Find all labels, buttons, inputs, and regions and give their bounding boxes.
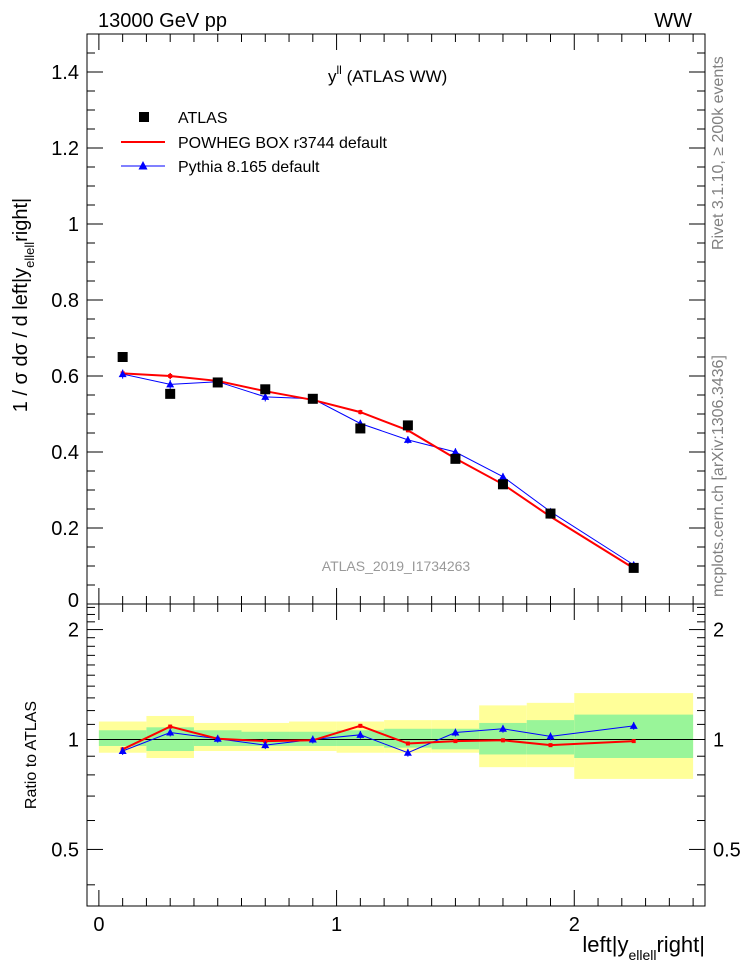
ratio-pythia-point <box>403 748 412 756</box>
main-y-tick-label: 1 <box>68 214 79 236</box>
ratio-plot-frame <box>86 603 706 907</box>
main-y-tick-label-zero: 0 <box>68 590 79 612</box>
analysis-watermark: ATLAS_2019_I1734263 <box>322 558 471 574</box>
x-tick-label: 0 <box>93 914 104 936</box>
x-axis: 0 1 2 <box>93 34 694 936</box>
ratio-y-tick-label: 0.5 <box>51 839 79 861</box>
ratio-y-tick-label: 1 <box>68 730 79 752</box>
ratio-pythia-point <box>546 732 555 740</box>
main-y-label-suffix: right| <box>10 198 32 242</box>
ratio-powheg-point <box>358 723 363 728</box>
powheg-line <box>122 372 635 570</box>
ratio-powheg-point <box>631 739 636 744</box>
mcplots-label: mcplots.cern.ch [arXiv:1306.3436] <box>710 355 727 597</box>
rivet-label: Rivet 3.1.10, ≥ 200k events <box>710 56 727 250</box>
pythia-point <box>261 392 270 400</box>
main-y-tick-label: 0.8 <box>51 290 79 312</box>
ratio-powheg-point <box>453 739 458 744</box>
legend: ATLAS POWHEG BOX r3744 default Pythia 8.… <box>121 110 388 176</box>
atlas-point <box>355 423 366 434</box>
atlas-point <box>307 393 318 404</box>
ratio-pythia-point <box>166 728 175 736</box>
ratio-pythia-point <box>356 730 365 738</box>
ratio-y-tick-label-right: 1 <box>713 730 724 752</box>
main-y-label-sub: ellell <box>22 242 37 268</box>
legend-pythia-marker <box>138 161 148 170</box>
ratio-y-tick-label-right: 2 <box>713 620 724 642</box>
pythia-point <box>118 370 127 378</box>
legend-atlas-marker <box>139 112 149 122</box>
x-tick-label: 2 <box>569 914 580 936</box>
main-series <box>117 352 639 573</box>
main-y-tick-label: 0.6 <box>51 366 79 388</box>
atlas-point <box>628 562 639 573</box>
ratio-pythia-point <box>213 734 222 742</box>
main-y-label-prefix: 1 / σ dσ / d left|y <box>10 268 32 412</box>
main-y-tick-label: 0.4 <box>51 442 79 464</box>
ratio-series <box>118 721 638 757</box>
main-y-tick-label: 1.4 <box>51 62 79 84</box>
main-y-axis: 0.2 0.4 0.6 0.8 1 1.2 1.4 0 <box>51 33 705 612</box>
atlas-point <box>260 384 271 395</box>
plot-title-sup: ll <box>337 63 342 77</box>
plot-title: yll (ATLAS WW) <box>328 63 447 86</box>
ratio-pythia-point <box>629 721 638 729</box>
ratio-band-inner <box>574 714 694 758</box>
plot-title-main: y <box>328 67 337 86</box>
pythia-point <box>403 435 412 443</box>
plot-title-rest: (ATLAS WW) <box>342 67 447 86</box>
ratio-pythia-point <box>308 735 317 743</box>
atlas-point <box>450 453 461 464</box>
main-y-tick-label: 0.2 <box>51 518 79 540</box>
ratio-powheg-point <box>168 724 173 729</box>
atlas-point <box>497 479 508 490</box>
ratio-pythia-point <box>118 747 127 755</box>
ratio-powheg-point <box>548 743 553 748</box>
ratio-y-label: Ratio to ATLAS <box>23 701 40 809</box>
ratio-pythia-point <box>451 728 460 736</box>
atlas-point <box>165 388 176 399</box>
main-y-label: 1 / σ dσ / d left|yellellright| <box>10 198 37 413</box>
legend-powheg-label: POWHEG BOX r3744 default <box>178 135 388 152</box>
legend-pythia-label: Pythia 8.165 default <box>178 159 320 176</box>
legend-atlas-label: ATLAS <box>178 110 228 127</box>
ratio-band-inner <box>241 731 290 746</box>
ratio-y-tick-label: 2 <box>68 620 79 642</box>
header-left: 13000 GeV pp <box>98 10 227 32</box>
ratio-y-tick-label-right: 0.5 <box>713 839 741 861</box>
atlas-point <box>212 377 223 388</box>
x-label-prefix: left|y <box>582 932 628 957</box>
ratio-bands <box>98 693 694 779</box>
powheg-point <box>168 374 173 378</box>
pythia-point <box>498 472 507 480</box>
ratio-powheg-point <box>500 738 505 743</box>
pythia-line <box>122 373 634 566</box>
ratio-powheg-point <box>263 739 268 744</box>
powheg-point <box>358 410 363 415</box>
atlas-point <box>402 420 413 431</box>
x-tick-label: 1 <box>331 914 342 936</box>
ratio-pythia-point <box>498 724 507 732</box>
main-y-tick-label: 1.2 <box>51 138 79 160</box>
ratio-pythia-point <box>261 741 270 749</box>
x-label-sub: ellell <box>628 947 656 963</box>
ratio-y-axis: 0.5 0.5 1 1 2 2 <box>51 606 741 886</box>
atlas-point <box>117 352 128 362</box>
atlas-point <box>545 508 556 519</box>
x-label-suffix: right| <box>656 932 705 957</box>
x-axis-label: left|yellellright| <box>582 932 705 963</box>
pythia-point <box>451 448 460 455</box>
ratio-band-inner <box>98 730 147 746</box>
header-right: WW <box>654 10 692 32</box>
ratio-powheg-point <box>405 741 410 746</box>
pythia-point <box>166 380 175 388</box>
